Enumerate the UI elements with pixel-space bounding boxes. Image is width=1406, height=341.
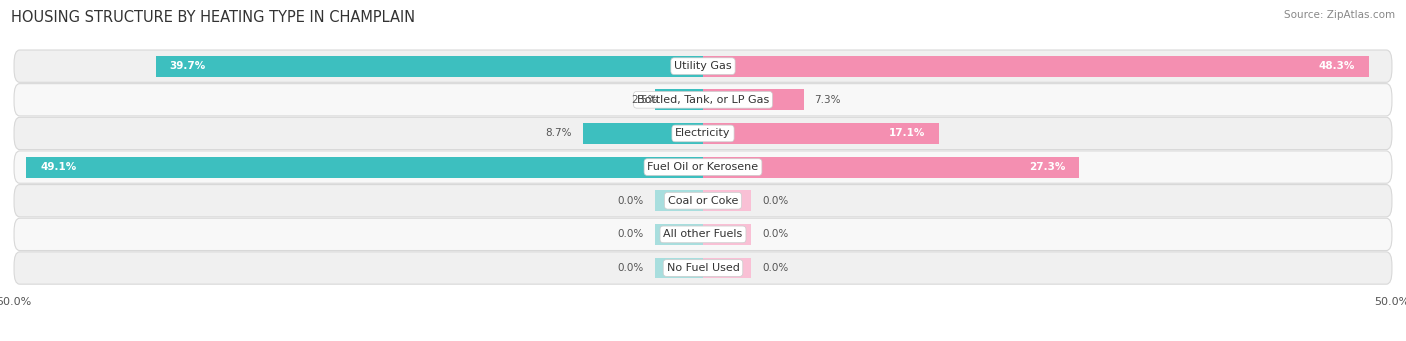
Bar	[655, 257, 703, 279]
Bar	[655, 224, 703, 245]
Bar	[655, 190, 703, 211]
Text: 49.1%: 49.1%	[41, 162, 76, 172]
Bar	[703, 56, 1368, 77]
Text: Coal or Coke: Coal or Coke	[668, 196, 738, 206]
Text: 0.0%: 0.0%	[762, 263, 789, 273]
Text: 2.5%: 2.5%	[631, 95, 658, 105]
Text: All other Fuels: All other Fuels	[664, 229, 742, 239]
Text: 7.3%: 7.3%	[814, 95, 841, 105]
FancyBboxPatch shape	[14, 50, 1392, 82]
Bar	[703, 123, 939, 144]
FancyBboxPatch shape	[14, 151, 1392, 183]
FancyBboxPatch shape	[14, 117, 1392, 150]
FancyBboxPatch shape	[14, 184, 1392, 217]
Text: Fuel Oil or Kerosene: Fuel Oil or Kerosene	[647, 162, 759, 172]
Bar	[703, 89, 804, 110]
Bar	[655, 89, 703, 110]
Text: 48.3%: 48.3%	[1319, 61, 1355, 71]
Bar	[703, 190, 751, 211]
Text: 0.0%: 0.0%	[762, 229, 789, 239]
Text: 17.1%: 17.1%	[889, 129, 925, 138]
Text: 39.7%: 39.7%	[170, 61, 207, 71]
Text: Electricity: Electricity	[675, 129, 731, 138]
Text: No Fuel Used: No Fuel Used	[666, 263, 740, 273]
Bar	[583, 123, 703, 144]
FancyBboxPatch shape	[14, 252, 1392, 284]
Text: 8.7%: 8.7%	[546, 129, 572, 138]
Bar	[703, 157, 1080, 178]
Text: 0.0%: 0.0%	[617, 196, 644, 206]
Bar	[703, 224, 751, 245]
Legend: Owner-occupied, Renter-occupied: Owner-occupied, Renter-occupied	[586, 339, 820, 341]
Bar	[27, 157, 703, 178]
Text: Source: ZipAtlas.com: Source: ZipAtlas.com	[1284, 10, 1395, 20]
Bar	[156, 56, 703, 77]
Text: 0.0%: 0.0%	[617, 229, 644, 239]
Text: Utility Gas: Utility Gas	[675, 61, 731, 71]
Text: 0.0%: 0.0%	[762, 196, 789, 206]
Text: 0.0%: 0.0%	[617, 263, 644, 273]
FancyBboxPatch shape	[14, 84, 1392, 116]
FancyBboxPatch shape	[14, 218, 1392, 251]
Text: HOUSING STRUCTURE BY HEATING TYPE IN CHAMPLAIN: HOUSING STRUCTURE BY HEATING TYPE IN CHA…	[11, 10, 415, 25]
Text: 27.3%: 27.3%	[1029, 162, 1066, 172]
Text: Bottled, Tank, or LP Gas: Bottled, Tank, or LP Gas	[637, 95, 769, 105]
Bar	[703, 257, 751, 279]
